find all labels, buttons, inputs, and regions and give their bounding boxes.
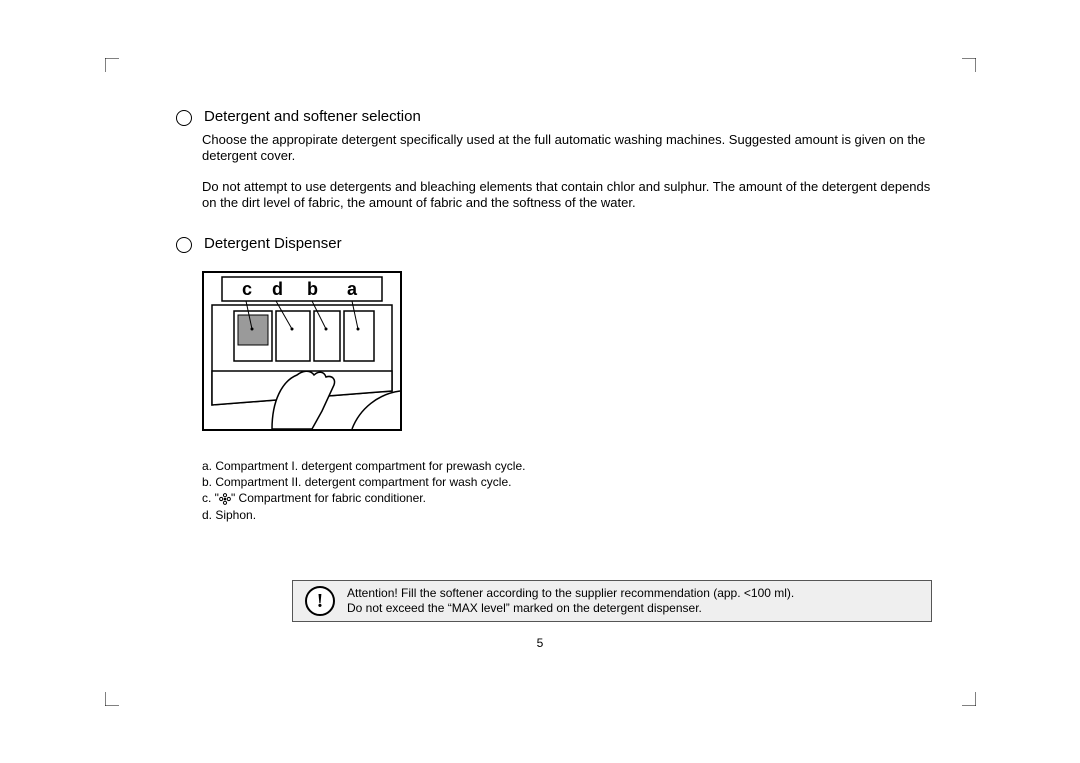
bullet-circle-icon [176, 110, 192, 126]
manual-page: Detergent and softener selection Choose … [0, 0, 1080, 763]
dispenser-legend: a. Compartment I. detergent compartment … [202, 458, 572, 523]
flower-icon [219, 493, 231, 505]
dispenser-diagram: c d b a [202, 271, 402, 431]
crop-mark-top-left [105, 58, 119, 72]
heading-detergent-dispenser: Detergent Dispenser [204, 235, 342, 252]
exclamation-icon: ! [305, 586, 335, 616]
crop-mark-bottom-left [105, 692, 119, 706]
legend-item-d: d. Siphon. [202, 507, 572, 523]
section-detergent-selection: Detergent and softener selection [176, 108, 936, 126]
paragraph-detergent-warning: Do not attempt to use detergents and ble… [202, 179, 936, 212]
crop-mark-top-right [962, 58, 976, 72]
figure-label-b: b [307, 279, 318, 299]
page-number: 5 [0, 636, 1080, 650]
figure-label-c: c [242, 279, 252, 299]
paragraph-detergent-choice: Choose the appropirate detergent specifi… [202, 132, 936, 165]
page-content: Detergent and softener selection Choose … [176, 108, 936, 523]
attention-text: Attention! Fill the softener according t… [347, 586, 794, 616]
legend-item-b: b. Compartment II. detergent compartment… [202, 474, 572, 490]
legend-item-c: c. " " Compartment for fabric conditione… [202, 490, 572, 506]
section-detergent-dispenser: Detergent Dispenser [176, 235, 936, 253]
legend-item-a: a. Compartment I. detergent compartment … [202, 458, 572, 474]
crop-mark-bottom-right [962, 692, 976, 706]
attention-callout: ! Attention! Fill the softener according… [292, 580, 932, 622]
figure-label-a: a [347, 279, 358, 299]
heading-detergent-selection: Detergent and softener selection [204, 108, 421, 125]
attention-icon-wrap: ! [293, 586, 347, 616]
attention-line-2: Do not exceed the “MAX level” marked on … [347, 601, 794, 616]
attention-line-1: Attention! Fill the softener according t… [347, 586, 794, 601]
figure-label-d: d [272, 279, 283, 299]
bullet-circle-icon [176, 237, 192, 253]
